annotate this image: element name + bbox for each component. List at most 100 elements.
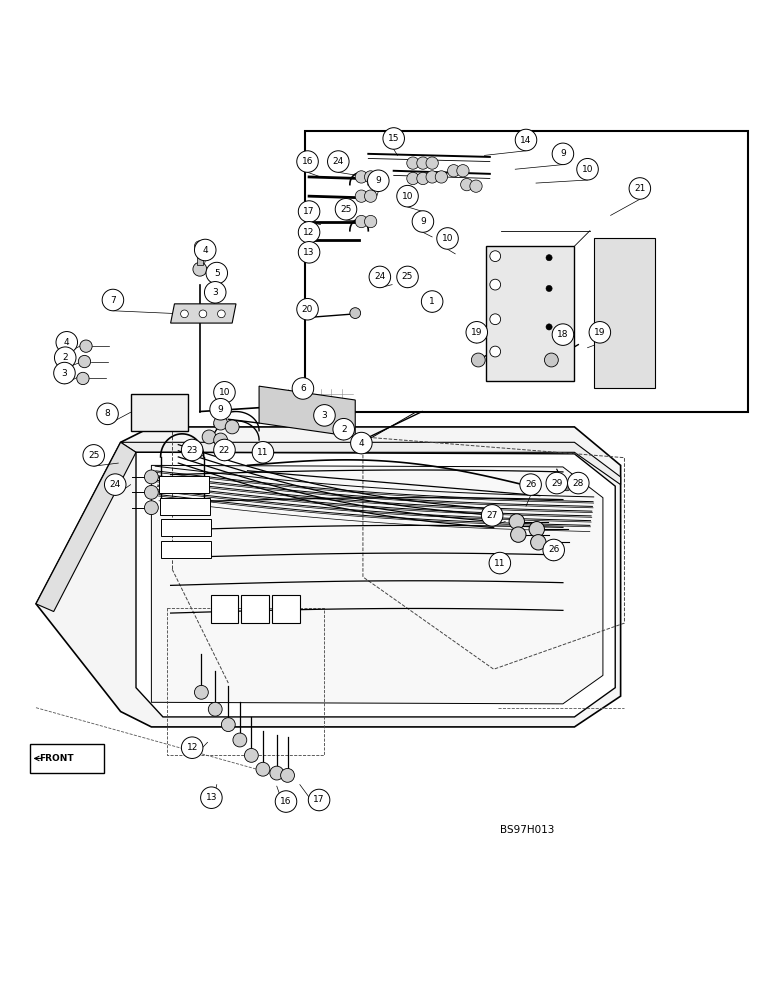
Bar	[130, 394, 188, 431]
Circle shape	[96, 403, 118, 425]
Circle shape	[530, 535, 546, 550]
Circle shape	[333, 418, 354, 440]
Circle shape	[313, 405, 335, 426]
Circle shape	[104, 474, 126, 495]
Circle shape	[546, 324, 552, 330]
Bar	[305, 131, 747, 412]
Text: BS97H013: BS97H013	[499, 825, 554, 835]
Polygon shape	[36, 442, 136, 612]
Text: 6: 6	[300, 384, 306, 393]
Circle shape	[54, 362, 75, 384]
Text: 14: 14	[520, 136, 532, 145]
Text: 10: 10	[218, 388, 230, 397]
Text: 28: 28	[573, 479, 584, 488]
Bar	[211, 595, 239, 623]
Circle shape	[417, 172, 429, 185]
Circle shape	[629, 178, 651, 199]
Text: 1: 1	[429, 297, 435, 306]
Text: 25: 25	[340, 205, 352, 214]
Text: 13: 13	[205, 793, 217, 802]
Text: 20: 20	[302, 305, 313, 314]
Bar	[160, 498, 210, 515]
Circle shape	[214, 416, 228, 430]
Circle shape	[210, 398, 232, 420]
Circle shape	[280, 768, 294, 782]
Circle shape	[83, 445, 104, 466]
Circle shape	[270, 766, 283, 780]
Circle shape	[80, 340, 92, 352]
Circle shape	[567, 472, 589, 494]
Circle shape	[350, 432, 372, 454]
Circle shape	[383, 128, 405, 149]
Circle shape	[218, 310, 225, 318]
Circle shape	[214, 433, 228, 447]
Circle shape	[206, 262, 228, 284]
Bar	[486, 246, 574, 381]
Circle shape	[422, 291, 443, 312]
Circle shape	[412, 211, 434, 232]
Bar	[594, 238, 655, 388]
Circle shape	[355, 171, 367, 183]
Circle shape	[298, 242, 320, 263]
Text: FRONT: FRONT	[39, 754, 74, 763]
Circle shape	[466, 322, 488, 343]
Text: 17: 17	[313, 795, 325, 804]
Circle shape	[552, 324, 574, 345]
Circle shape	[515, 129, 537, 151]
Circle shape	[233, 733, 247, 747]
Text: 9: 9	[375, 176, 381, 185]
Circle shape	[520, 474, 541, 495]
Circle shape	[364, 171, 377, 183]
Circle shape	[55, 347, 76, 368]
Text: 3: 3	[212, 288, 218, 297]
Circle shape	[457, 165, 469, 177]
Circle shape	[364, 215, 377, 228]
Text: 25: 25	[402, 272, 413, 281]
Polygon shape	[136, 452, 615, 717]
Text: 7: 7	[110, 296, 116, 305]
Circle shape	[367, 170, 389, 192]
Polygon shape	[120, 442, 621, 485]
Circle shape	[193, 262, 207, 276]
Text: 27: 27	[486, 511, 498, 520]
Circle shape	[546, 255, 552, 261]
Text: 15: 15	[388, 134, 399, 143]
Text: 2: 2	[63, 353, 68, 362]
Circle shape	[397, 266, 418, 288]
Circle shape	[256, 762, 270, 776]
Circle shape	[195, 241, 205, 252]
Text: 22: 22	[218, 446, 230, 455]
Circle shape	[448, 165, 460, 177]
Text: 10: 10	[401, 192, 413, 201]
Circle shape	[355, 215, 367, 228]
Text: 25: 25	[88, 451, 100, 460]
Text: 9: 9	[560, 149, 566, 158]
Circle shape	[208, 702, 222, 716]
Circle shape	[214, 382, 235, 403]
Circle shape	[225, 420, 239, 434]
Circle shape	[335, 198, 357, 220]
Text: 5: 5	[214, 269, 220, 278]
Circle shape	[205, 282, 226, 303]
Text: 3: 3	[322, 411, 327, 420]
Text: 16: 16	[302, 157, 313, 166]
Circle shape	[552, 143, 574, 165]
Circle shape	[292, 378, 313, 399]
Bar	[197, 248, 203, 265]
Circle shape	[407, 157, 419, 169]
Text: 29: 29	[551, 479, 563, 488]
Circle shape	[181, 737, 203, 758]
Circle shape	[296, 298, 318, 320]
Circle shape	[252, 442, 274, 463]
Circle shape	[327, 151, 349, 172]
Circle shape	[199, 310, 207, 318]
Bar	[242, 595, 269, 623]
Circle shape	[355, 190, 367, 202]
Circle shape	[298, 222, 320, 243]
Circle shape	[369, 266, 391, 288]
Circle shape	[437, 228, 459, 249]
Text: 4: 4	[202, 246, 208, 255]
Circle shape	[181, 310, 188, 318]
Circle shape	[426, 157, 438, 169]
Circle shape	[102, 289, 124, 311]
